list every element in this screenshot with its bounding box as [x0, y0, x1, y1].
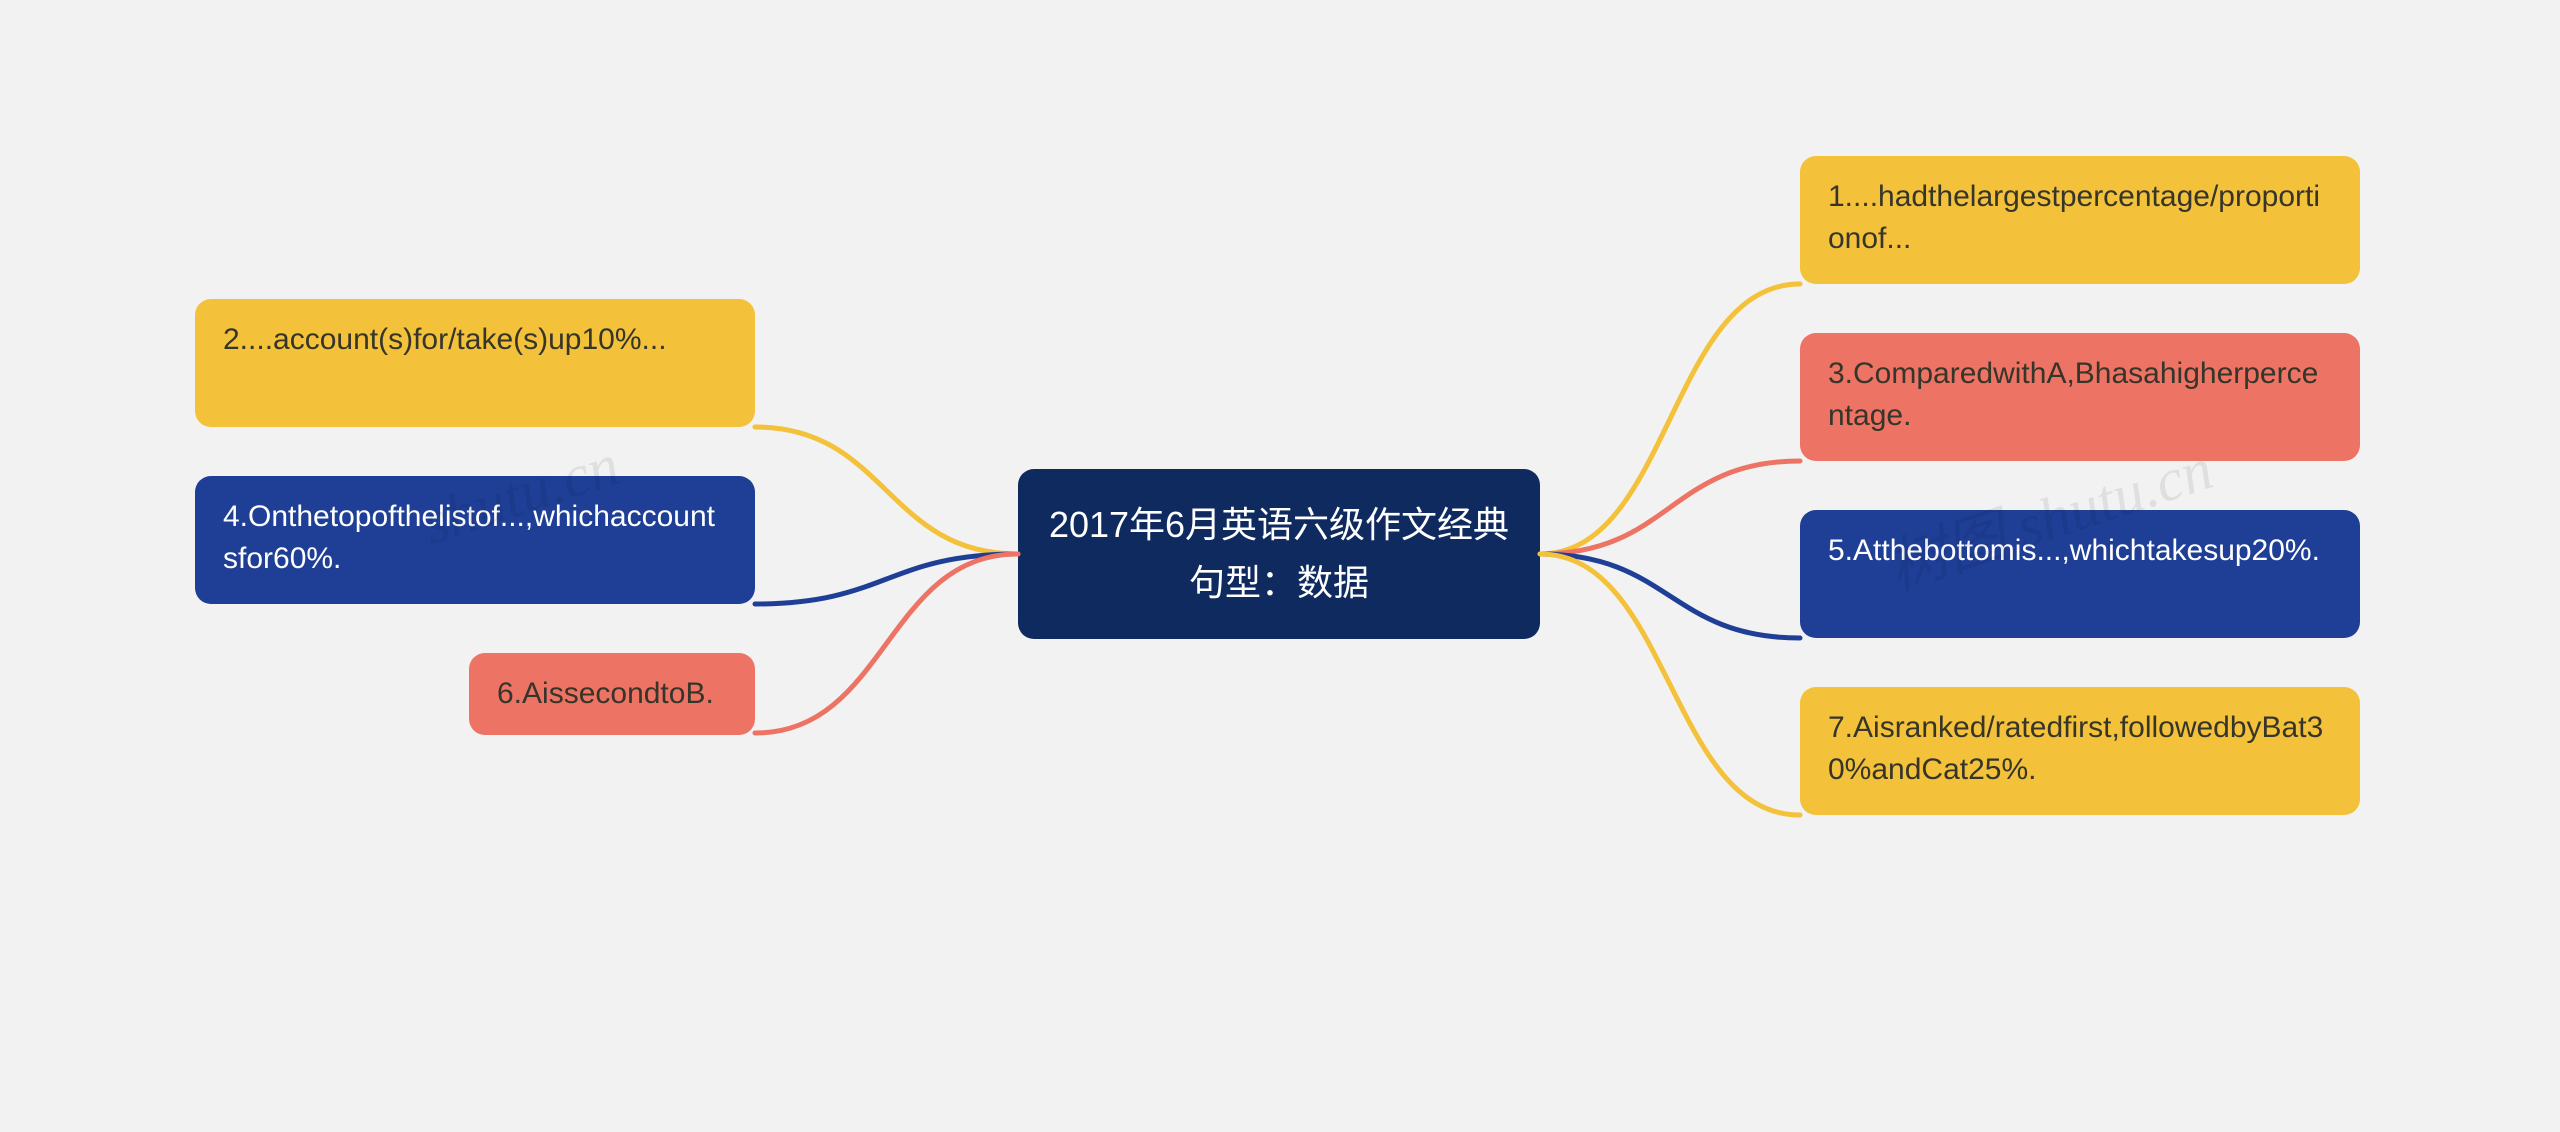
connector-n6 [745, 544, 1028, 743]
connector-n3 [1530, 451, 1810, 564]
node-text: 5.Atthebottomis...,whichtakesup20%. [1828, 534, 2320, 567]
mindmap-node-n5: 5.Atthebottomis...,whichtakesup20%. [1800, 510, 2360, 638]
node-text: 3.ComparedwithA,Bhasahigherpercentage. [1828, 357, 2318, 432]
connector-n7 [1530, 544, 1810, 825]
node-text: 4.Onthetopofthelistof...,whichaccountsfo… [223, 500, 715, 575]
mindmap-node-n3: 3.ComparedwithA,Bhasahigherpercentage. [1800, 333, 2360, 461]
node-text: 2017年6月英语六级作文经典句型：数据 [1046, 496, 1512, 611]
node-text: 7.Aisranked/ratedfirst,followedbyBat30%a… [1828, 711, 2323, 786]
node-text: 1....hadthelargestpercentage/proportiono… [1828, 180, 2320, 255]
node-text: 2....account(s)for/take(s)up10%... [223, 323, 667, 356]
mindmap-node-n6: 6.AissecondtoB. [469, 653, 755, 735]
mindmap-center: 2017年6月英语六级作文经典句型：数据 [1018, 469, 1540, 639]
connector-n1 [1530, 274, 1810, 564]
mindmap-node-n7: 7.Aisranked/ratedfirst,followedbyBat30%a… [1800, 687, 2360, 815]
mindmap-node-n1: 1....hadthelargestpercentage/proportiono… [1800, 156, 2360, 284]
connector-n4 [745, 544, 1028, 614]
node-text: 6.AissecondtoB. [497, 677, 714, 710]
connector-n5 [1530, 544, 1810, 648]
connector-n2 [745, 417, 1028, 564]
mindmap-node-n2: 2....account(s)for/take(s)up10%... [195, 299, 755, 427]
mindmap-node-n4: 4.Onthetopofthelistof...,whichaccountsfo… [195, 476, 755, 604]
